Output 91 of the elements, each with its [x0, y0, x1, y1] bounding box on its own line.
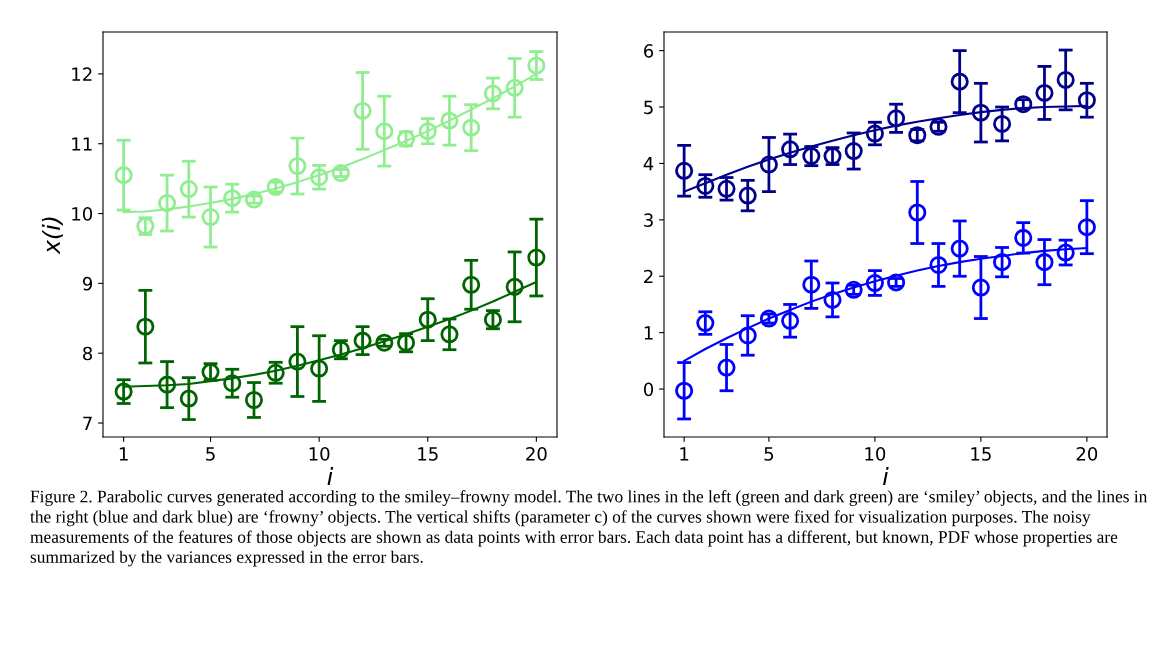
y-tick-label: 8	[83, 346, 93, 361]
point	[505, 78, 524, 97]
point	[179, 180, 198, 199]
y-tick-label: 12	[72, 67, 92, 81]
point	[929, 255, 948, 274]
point	[375, 122, 394, 141]
y-tick-label: 0	[643, 382, 654, 397]
y-tick-label: 9	[82, 276, 93, 291]
point	[201, 208, 220, 227]
y-tick-label: 11	[72, 137, 92, 151]
point	[114, 382, 133, 401]
x-tick-label: 20	[526, 447, 547, 461]
point	[844, 141, 863, 161]
point	[675, 381, 694, 400]
point	[223, 374, 242, 393]
y-tick-label: 4	[643, 157, 654, 171]
point	[738, 186, 757, 205]
point	[244, 190, 263, 209]
y-tick-label: 1	[644, 326, 653, 340]
point	[950, 72, 969, 91]
point	[993, 114, 1012, 133]
point	[244, 390, 263, 410]
point	[950, 239, 969, 258]
x-tick-label: 10	[309, 447, 330, 461]
x-axis-title: i	[883, 466, 889, 485]
x-tick-label: 1	[119, 447, 128, 461]
point	[440, 111, 459, 130]
point	[375, 333, 394, 352]
point	[418, 310, 437, 329]
point	[865, 273, 884, 293]
point	[1035, 83, 1054, 102]
point	[971, 103, 990, 122]
point	[440, 325, 459, 344]
x-tick-label: 5	[764, 447, 774, 461]
y-tick-label: 6	[644, 44, 654, 58]
point	[331, 164, 350, 183]
point	[1056, 243, 1075, 262]
point	[887, 273, 906, 292]
y-tick-label: 7	[83, 416, 92, 430]
point	[462, 275, 481, 294]
point	[738, 326, 757, 345]
point	[483, 84, 502, 103]
y-tick-label: 3	[644, 213, 653, 227]
point	[310, 359, 329, 378]
point	[675, 161, 694, 180]
point	[1077, 91, 1096, 110]
x-tick-label: 1	[680, 447, 689, 461]
point	[353, 331, 372, 350]
point	[696, 314, 715, 333]
point	[993, 253, 1012, 272]
point	[158, 375, 177, 394]
point	[288, 157, 307, 176]
point	[1077, 218, 1096, 237]
point	[781, 311, 800, 330]
point	[865, 124, 884, 143]
caption: Figure 2. Parabolic curves generated according to the smiley–frowny model. The two lines in the left (green and dark green) are ‘smiley’ objects, and the lines in the right (blue and dark blue) are ‘frowny’ objects. The vertical shifts (parameter c) of the curves shown were fixed for visualization purposes. The noisy measurements of the features of those objects are shown as data points with error bars. Each data point has a different, but known, PDF whose properties are summarized by the variances expressed in the error bars.	[30, 490, 1148, 567]
x-tick-label: 20	[1076, 447, 1098, 461]
point	[418, 122, 437, 141]
point	[136, 317, 155, 336]
point	[114, 166, 133, 185]
point	[971, 278, 990, 297]
point	[179, 389, 198, 408]
point	[527, 56, 546, 75]
point	[823, 290, 842, 309]
point	[288, 352, 307, 371]
y-tick-label: 5	[644, 100, 653, 115]
point	[781, 140, 800, 159]
point	[1056, 70, 1075, 89]
x-tick-label: 15	[418, 447, 438, 461]
point	[310, 168, 329, 187]
point	[223, 189, 242, 208]
point	[887, 109, 906, 128]
x-tick-label: 10	[865, 447, 886, 461]
point	[505, 277, 524, 296]
y-tick-label: 2	[644, 269, 653, 284]
y-tick-label: 10	[72, 207, 93, 221]
x-axis-title: i	[327, 466, 334, 485]
point	[717, 179, 736, 198]
point	[158, 194, 177, 213]
point	[802, 275, 821, 294]
x-tick-label: 5	[206, 447, 215, 461]
point	[1014, 228, 1033, 247]
point	[908, 203, 927, 222]
y-axis-title: x(i)	[41, 217, 63, 255]
point	[353, 101, 372, 120]
x-tick-label: 15	[971, 447, 991, 461]
point	[717, 358, 736, 377]
point	[759, 155, 778, 174]
point	[527, 248, 546, 267]
point	[462, 118, 481, 137]
point	[1035, 253, 1054, 272]
